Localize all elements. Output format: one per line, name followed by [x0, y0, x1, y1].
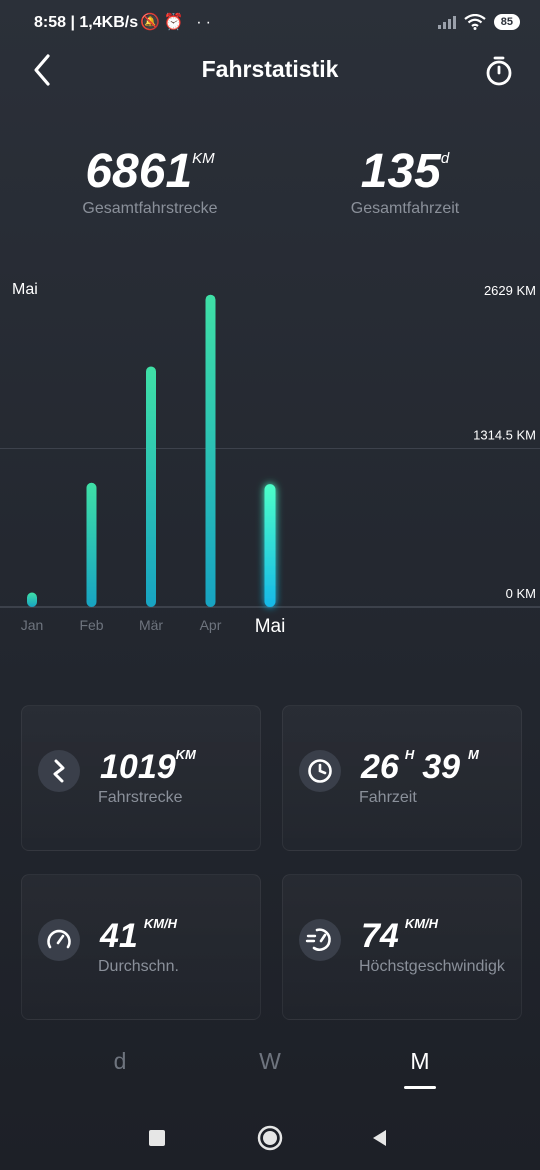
x-tick-label[interactable]: Feb — [79, 617, 103, 633]
tab-month[interactable]: M — [410, 1048, 430, 1074]
chart-bar-jan[interactable] — [27, 592, 37, 607]
chevron-left-icon — [34, 54, 50, 86]
chart-bar-mär[interactable] — [146, 366, 156, 607]
average-speed-label: Durchschn. — [98, 958, 179, 975]
home-circle-icon — [257, 1125, 283, 1151]
page-title: Fahrstatistik — [201, 56, 339, 82]
total-time-label: Gesamtfahrzeit — [350, 200, 460, 217]
distance-value: 1019KM — [100, 747, 196, 786]
route-icon — [38, 750, 80, 792]
ride-time-value: 26 H 39 M — [361, 747, 479, 786]
top-speed-card[interactable]: 74 KM/H Höchstgeschwindigk — [282, 874, 522, 1020]
x-tick-label[interactable]: Jan — [21, 617, 44, 633]
distance-label: Fahrstrecke — [98, 789, 183, 806]
x-tick-label[interactable]: Apr — [200, 617, 222, 633]
stopwatch-icon — [486, 56, 512, 86]
total-time-unit: d — [440, 150, 450, 167]
y-tick-label: 2629 KM — [484, 283, 536, 298]
chart-bar-mai[interactable] — [264, 484, 276, 607]
total-time: 135d Gesamtfahrzeit — [300, 148, 510, 218]
status-bar: 8:58 | 1,4KB/s 🔕⏰ ·· 85 — [0, 0, 540, 48]
status-time: 8:58 | 1,4KB/s — [34, 14, 139, 31]
clock-icon — [299, 750, 341, 792]
y-tick-label: 1314.5 KM — [473, 428, 536, 443]
system-back-button[interactable] — [360, 1118, 400, 1158]
total-time-value: 135 — [360, 145, 441, 198]
total-distance-value: 6861 — [85, 145, 193, 198]
average-speed-card[interactable]: 41 KM/H Durchschn. — [21, 874, 261, 1020]
top-speed-value: 74 KM/H — [361, 916, 439, 955]
average-speed-value: 41 KM/H — [100, 916, 178, 955]
fast-speed-icon — [299, 919, 341, 961]
back-button[interactable] — [26, 52, 60, 88]
status-right: 85 — [437, 14, 520, 30]
battery-indicator: 85 — [493, 14, 520, 30]
signal-icon — [437, 15, 456, 29]
y-tick-label: 0 KM — [506, 586, 536, 601]
recent-apps-button[interactable] — [137, 1118, 177, 1158]
wifi-icon — [464, 14, 486, 30]
tab-week[interactable]: W — [259, 1048, 281, 1074]
top-speed-label: Höchstgeschwindigk — [359, 958, 505, 975]
speedometer-icon — [38, 919, 80, 961]
chart-bar-apr[interactable] — [205, 294, 216, 607]
x-tick-label[interactable]: Mai — [255, 616, 286, 637]
active-tab-indicator — [404, 1086, 436, 1089]
square-icon — [149, 1130, 165, 1146]
chart-bar-feb[interactable] — [86, 482, 97, 607]
total-distance-unit: KM — [192, 150, 215, 167]
timer-button[interactable] — [482, 54, 516, 88]
distance-card[interactable]: 1019KM Fahrstrecke — [21, 705, 261, 851]
ride-time-label: Fahrzeit — [359, 789, 417, 806]
x-tick-label[interactable]: Mär — [139, 617, 163, 633]
total-distance-label: Gesamtfahrstrecke — [82, 200, 218, 217]
total-distance: 6861KM Gesamtfahrstrecke — [40, 148, 260, 218]
chart-title: Mai — [12, 281, 38, 298]
ride-time-card[interactable]: 26 H 39 M Fahrzeit — [282, 705, 522, 851]
tab-day[interactable]: d — [113, 1048, 127, 1074]
home-button[interactable] — [250, 1118, 290, 1158]
status-notification-icons: 🔕⏰ ·· — [140, 14, 215, 31]
back-triangle-icon — [373, 1130, 386, 1146]
monthly-distance-chart: Mai 2629 KM 1314.5 KM 0 KM Jan Feb Mär Apr Mai — [0, 281, 540, 637]
